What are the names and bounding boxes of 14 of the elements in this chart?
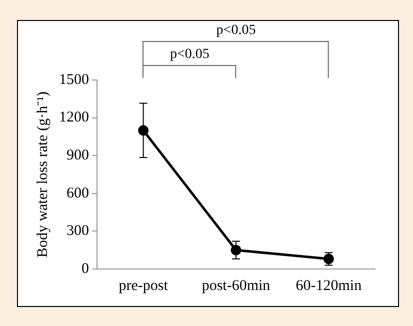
y-tick-label: 900 <box>66 148 89 164</box>
y-tick-label: 600 <box>66 185 89 202</box>
y-axis-title: Body water loss rate (g·h⁻¹) <box>34 91 51 258</box>
y-tick-label: 1500 <box>59 72 89 88</box>
y-tick-label: 0 <box>82 260 89 277</box>
point <box>138 125 149 136</box>
x-tick-label: 60-120min <box>296 278 362 294</box>
y-tick-label: 1200 <box>59 110 89 126</box>
text: p<0.05 <box>170 47 210 63</box>
x-tick-label: post-60min <box>202 278 271 294</box>
x-tick-label: pre-post <box>118 278 169 294</box>
point <box>230 244 242 256</box>
y-tick-label: 300 <box>66 223 89 240</box>
text: p<0.05 <box>216 23 256 39</box>
